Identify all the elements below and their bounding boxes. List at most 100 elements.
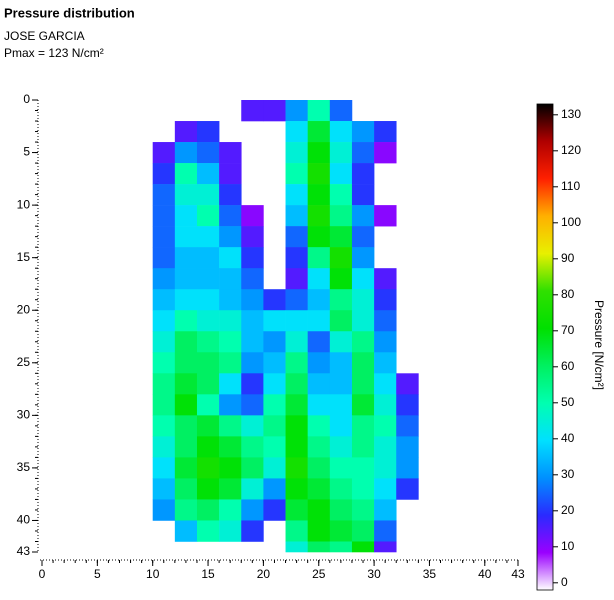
heat-cell	[196, 415, 220, 437]
heat-cell	[351, 520, 375, 542]
heat-cell	[263, 373, 286, 395]
heat-cell	[285, 268, 308, 290]
heat-cell	[374, 268, 397, 290]
heat-cell	[307, 142, 331, 164]
heat-cell	[174, 247, 198, 269]
colorbar-tick-label: 70	[561, 323, 575, 337]
heat-cell	[285, 184, 308, 206]
heat-cell	[329, 436, 353, 458]
heat-cell	[307, 310, 331, 332]
heat-cell	[351, 478, 375, 500]
heat-cell	[307, 121, 331, 143]
heat-cell	[374, 373, 397, 395]
heat-cell	[285, 163, 308, 185]
heat-cell	[374, 310, 397, 332]
heat-cell	[285, 436, 308, 458]
heat-cell	[307, 100, 331, 122]
x-tick-label: 15	[201, 567, 215, 581]
heat-cell	[174, 394, 198, 416]
heat-cell	[241, 226, 264, 248]
y-tick-label: 5	[23, 145, 30, 159]
y-tick-label: 40	[17, 513, 31, 527]
heat-cell	[351, 457, 375, 479]
annotation: Pmax = 123 N/cm²	[4, 46, 104, 60]
heat-cell	[219, 478, 242, 500]
heat-cell	[174, 142, 198, 164]
heat-cell	[374, 394, 397, 416]
heat-cell	[329, 142, 353, 164]
heat-cell	[241, 100, 264, 122]
heat-cell	[196, 163, 220, 185]
x-tick-label: 43	[511, 567, 525, 581]
y-tick-label: 35	[17, 460, 31, 474]
heat-cell	[329, 247, 353, 269]
heat-cell	[396, 373, 419, 395]
heat-cell	[307, 268, 331, 290]
heat-cell	[329, 331, 353, 353]
colorbar-tick-label: 80	[561, 287, 575, 301]
heat-cell	[329, 163, 353, 185]
x-tick-label: 5	[94, 567, 101, 581]
heat-cell	[307, 541, 331, 553]
heat-cell	[219, 184, 242, 206]
heat-cell	[152, 289, 176, 311]
heat-cell	[374, 205, 397, 227]
heat-cell	[219, 247, 242, 269]
heat-cell	[219, 373, 242, 395]
heat-cell	[219, 331, 242, 353]
heat-cell	[174, 478, 198, 500]
heat-cell	[285, 289, 308, 311]
colorbar-tick-label: 20	[561, 503, 575, 517]
heat-cell	[329, 373, 353, 395]
heat-cell	[263, 310, 286, 332]
heat-cell	[396, 436, 419, 458]
heat-cell	[263, 352, 286, 374]
heat-cell	[351, 436, 375, 458]
heat-cell	[285, 541, 308, 553]
heat-cell	[241, 478, 264, 500]
heat-cell	[174, 352, 198, 374]
x-tick-label: 10	[146, 567, 160, 581]
heat-cell	[152, 268, 176, 290]
heat-cell	[174, 520, 198, 542]
heat-cell	[351, 394, 375, 416]
heat-cell	[241, 268, 264, 290]
heat-cell	[374, 121, 397, 143]
heat-cell	[219, 499, 242, 521]
heat-cell	[285, 310, 308, 332]
heat-cell	[196, 226, 220, 248]
heat-cell	[285, 415, 308, 437]
heat-cell	[241, 415, 264, 437]
heat-cell	[374, 415, 397, 437]
heat-cell	[374, 436, 397, 458]
colorbar-label: Pressure [N/cm²]	[592, 300, 606, 390]
heat-cell	[174, 184, 198, 206]
heat-cell	[152, 163, 176, 185]
colorbar-tick-label: 120	[561, 143, 581, 157]
heat-cell	[307, 478, 331, 500]
heat-cell	[196, 184, 220, 206]
x-tick-label: 30	[367, 567, 381, 581]
heat-cell	[374, 499, 397, 521]
heat-cell	[152, 394, 176, 416]
heat-cell	[219, 163, 242, 185]
heat-cell	[285, 142, 308, 164]
subtitle: JOSE GARCIA	[4, 29, 85, 43]
heat-cell	[241, 289, 264, 311]
heat-cell	[219, 289, 242, 311]
heat-cell	[285, 520, 308, 542]
heat-cell	[241, 436, 264, 458]
heat-cell	[351, 541, 375, 553]
y-tick-label: 20	[17, 302, 31, 316]
y-tick-label: 10	[17, 197, 31, 211]
heat-cell	[196, 478, 220, 500]
heat-cell	[307, 184, 331, 206]
x-tick-label: 40	[478, 567, 492, 581]
x-tick-label: 20	[257, 567, 271, 581]
heat-cell	[329, 289, 353, 311]
heat-cell	[241, 247, 264, 269]
heat-cell	[219, 226, 242, 248]
colorbar-tick-label: 60	[561, 359, 575, 373]
heat-cell	[307, 457, 331, 479]
heat-cell	[307, 163, 331, 185]
